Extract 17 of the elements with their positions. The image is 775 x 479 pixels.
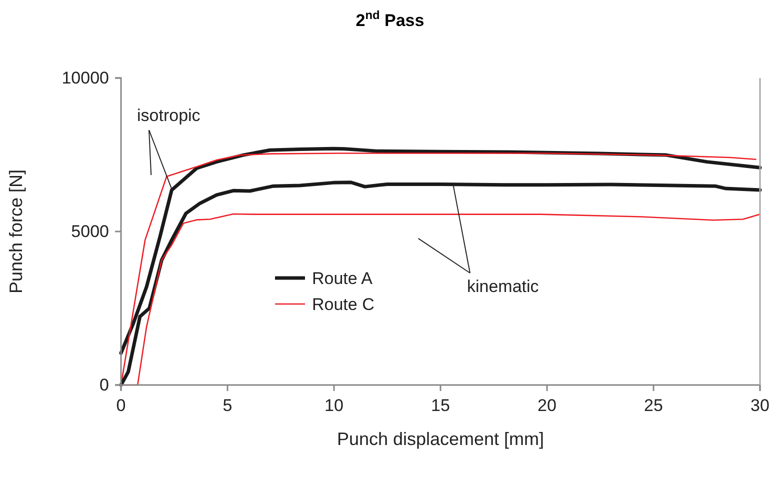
x-tick-label: 0 <box>116 396 126 416</box>
x-tick-label: 25 <box>644 396 663 416</box>
chart-title: 2$^{nd}$ Pass <box>356 8 424 30</box>
annotation: isotropic <box>137 106 201 125</box>
y-tick-label: 5000 <box>71 222 109 241</box>
legend-label: Route C <box>312 295 374 314</box>
x-tick-label: 15 <box>431 396 450 416</box>
legend-label: Route A <box>312 269 374 288</box>
x-tick-label: 10 <box>324 396 344 416</box>
y-tick-label: 0 <box>100 375 109 394</box>
x-tick-label: 20 <box>538 396 556 416</box>
y-tick-label: 10000 <box>62 68 109 88</box>
annotation: kinematic <box>467 277 540 296</box>
x-tick-label: 5 <box>222 396 232 416</box>
x-axis-title: Punch displacement [mm] <box>336 429 544 449</box>
y-axis-title: Punch force [N] <box>6 169 26 294</box>
x-tick-label: 30 <box>750 396 770 416</box>
